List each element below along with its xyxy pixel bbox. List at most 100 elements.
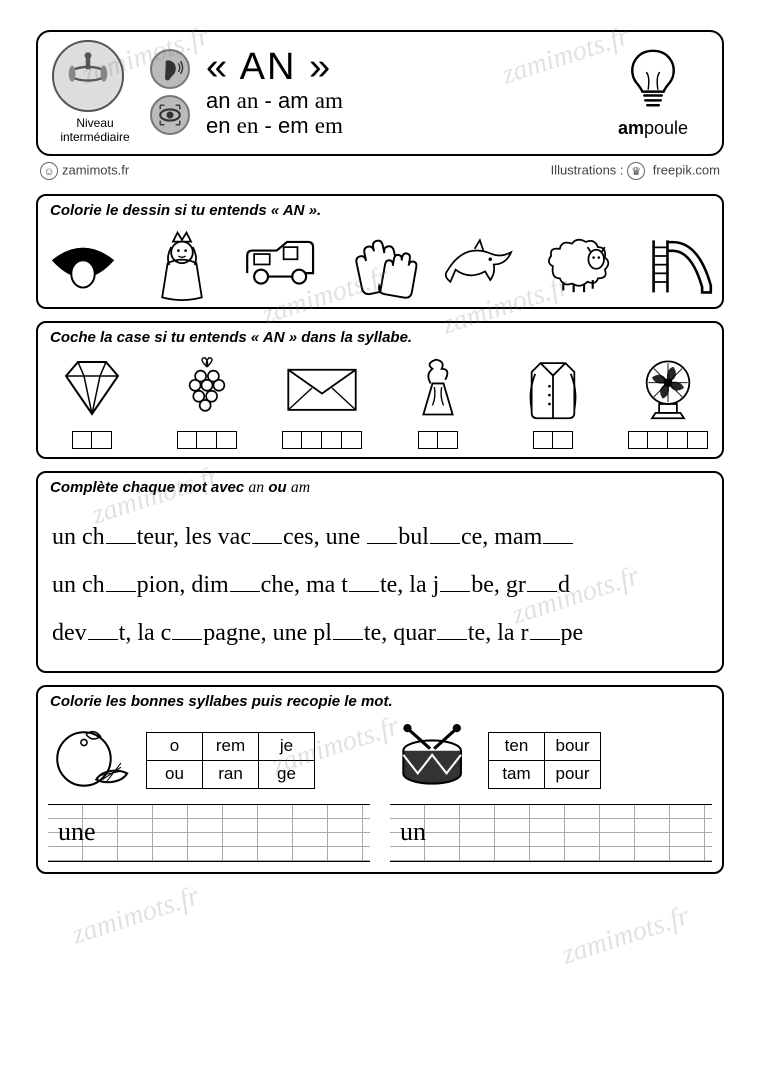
syllable-option[interactable]: bour bbox=[545, 732, 601, 760]
watermark: zamimots.fr bbox=[68, 880, 203, 951]
credits-row: ☺zamimots.fr Illustrations : ♛ freepik.c… bbox=[40, 162, 720, 180]
lightbulb-icon bbox=[619, 45, 687, 113]
ex2-item-envelope bbox=[272, 356, 372, 449]
jacket-icon bbox=[512, 356, 594, 425]
keyword-block: ampoule bbox=[598, 45, 708, 139]
syllable-cell[interactable] bbox=[177, 431, 197, 449]
syllable-option[interactable]: ou bbox=[147, 760, 203, 788]
ex4-body: oremje ourange une tenbourtampour un bbox=[38, 716, 722, 872]
syllable-option[interactable]: ten bbox=[489, 732, 545, 760]
syllable-option[interactable]: rem bbox=[203, 732, 259, 760]
syllable-option[interactable]: o bbox=[147, 732, 203, 760]
gloves-icon[interactable] bbox=[341, 229, 419, 301]
syllable-boxes[interactable] bbox=[177, 431, 237, 449]
syllable-cell[interactable] bbox=[342, 431, 362, 449]
ex4-right-writegrid[interactable]: un bbox=[390, 804, 712, 862]
fill-blank[interactable] bbox=[527, 578, 557, 592]
sound-title: « AN » bbox=[206, 46, 592, 89]
worksheet-page: Niveau intermédiaire « AN » an an - am a… bbox=[0, 0, 760, 1075]
syllable-option[interactable]: je bbox=[259, 732, 315, 760]
fill-blank[interactable] bbox=[172, 626, 202, 640]
illustration-credit: Illustrations : ♛ freepik.com bbox=[551, 162, 720, 180]
syllable-cell[interactable] bbox=[533, 431, 553, 449]
ex2-item-raspberry bbox=[157, 356, 257, 449]
ex3-line[interactable]: un chpion, dimche, ma tte, la jbe, grd bbox=[52, 561, 708, 609]
syllable-option[interactable]: tam bbox=[489, 760, 545, 788]
watermark: zamimots.fr bbox=[558, 900, 693, 971]
fill-blank[interactable] bbox=[333, 626, 363, 640]
exercise-1: Colorie le dessin si tu entends « AN ». bbox=[36, 194, 724, 309]
princess-icon[interactable] bbox=[143, 229, 221, 301]
slide-icon[interactable] bbox=[638, 229, 716, 301]
keyword-label: ampoule bbox=[598, 118, 708, 139]
ex3-instruction: Complète chaque mot avec an ou am bbox=[38, 473, 722, 503]
ex4-left-writegrid[interactable]: une bbox=[48, 804, 370, 862]
syllable-cell[interactable] bbox=[217, 431, 237, 449]
fill-blank[interactable] bbox=[543, 530, 573, 544]
site-credit: ☺zamimots.fr bbox=[40, 162, 129, 180]
volcano-icon bbox=[397, 356, 479, 425]
ex3-line[interactable]: un chteur, les vacces, une bulce, mam bbox=[52, 513, 708, 561]
syllable-cell[interactable] bbox=[72, 431, 92, 449]
syllable-cell[interactable] bbox=[197, 431, 217, 449]
syllable-cell[interactable] bbox=[688, 431, 708, 449]
syllable-cell[interactable] bbox=[418, 431, 438, 449]
ex1-instruction: Colorie le dessin si tu entends « AN ». bbox=[38, 196, 722, 225]
fill-blank[interactable] bbox=[252, 530, 282, 544]
site-icon: ☺ bbox=[40, 162, 58, 180]
syllable-option[interactable]: pour bbox=[545, 760, 601, 788]
syllable-cell[interactable] bbox=[92, 431, 112, 449]
syllable-cell[interactable] bbox=[628, 431, 648, 449]
ex2-item-volcano bbox=[388, 356, 488, 449]
exercise-4: Colorie les bonnes syllabes puis recopie… bbox=[36, 685, 724, 874]
fill-blank[interactable] bbox=[440, 578, 470, 592]
ex4-right-grid[interactable]: tenbourtampour bbox=[488, 732, 601, 789]
fill-blank[interactable] bbox=[437, 626, 467, 640]
fan-icon bbox=[627, 356, 709, 425]
syllable-cell[interactable] bbox=[282, 431, 302, 449]
van-icon[interactable] bbox=[242, 229, 320, 301]
syllable-cell[interactable] bbox=[553, 431, 573, 449]
fill-blank[interactable] bbox=[106, 578, 136, 592]
ex2-items bbox=[38, 352, 722, 457]
dolphin-icon[interactable] bbox=[440, 229, 518, 301]
syllable-boxes[interactable] bbox=[418, 431, 458, 449]
fill-blank[interactable] bbox=[430, 530, 460, 544]
fill-blank[interactable] bbox=[106, 530, 136, 544]
syllable-cell[interactable] bbox=[668, 431, 688, 449]
syllable-boxes[interactable] bbox=[533, 431, 573, 449]
ex3-fill-lines: un chteur, les vacces, une bulce, mamun … bbox=[38, 503, 722, 671]
ex4-left-grid[interactable]: oremje ourange bbox=[146, 732, 315, 789]
syllable-boxes[interactable] bbox=[628, 431, 708, 449]
ex4-left: oremje ourange une bbox=[48, 724, 370, 862]
spellings-line-1: an an - am am bbox=[206, 87, 592, 114]
title-column: « AN » an an - am am en en - em em bbox=[196, 46, 592, 139]
level-label: Niveau intermédiaire bbox=[52, 116, 138, 144]
syllable-cell[interactable] bbox=[648, 431, 668, 449]
mouth-icon[interactable] bbox=[44, 229, 122, 301]
ex2-instruction: Coche la case si tu entends « AN » dans … bbox=[38, 323, 722, 352]
sheep-icon[interactable] bbox=[539, 229, 617, 301]
ex3-line[interactable]: devt, la cpagne, une plte, quarte, la rp… bbox=[52, 609, 708, 657]
syllable-option[interactable]: ran bbox=[203, 760, 259, 788]
syllable-option[interactable]: ge bbox=[259, 760, 315, 788]
fill-blank[interactable] bbox=[367, 530, 397, 544]
ex4-right-seed: un bbox=[400, 817, 426, 847]
fill-blank[interactable] bbox=[88, 626, 118, 640]
syllable-boxes[interactable] bbox=[72, 431, 112, 449]
syllable-boxes[interactable] bbox=[282, 431, 362, 449]
level-icon bbox=[52, 40, 124, 112]
header-banner: Niveau intermédiaire « AN » an an - am a… bbox=[36, 30, 724, 156]
syllable-cell[interactable] bbox=[322, 431, 342, 449]
fill-blank[interactable] bbox=[230, 578, 260, 592]
exercise-3: Complète chaque mot avec an ou am un cht… bbox=[36, 471, 724, 673]
ex4-instruction: Colorie les bonnes syllabes puis recopie… bbox=[38, 687, 722, 716]
syllable-cell[interactable] bbox=[302, 431, 322, 449]
eye-icon bbox=[150, 95, 190, 135]
ear-icon bbox=[150, 49, 190, 89]
orange-icon bbox=[48, 724, 132, 796]
fill-blank[interactable] bbox=[349, 578, 379, 592]
crown-icon: ♛ bbox=[627, 162, 645, 180]
syllable-cell[interactable] bbox=[438, 431, 458, 449]
fill-blank[interactable] bbox=[530, 626, 560, 640]
